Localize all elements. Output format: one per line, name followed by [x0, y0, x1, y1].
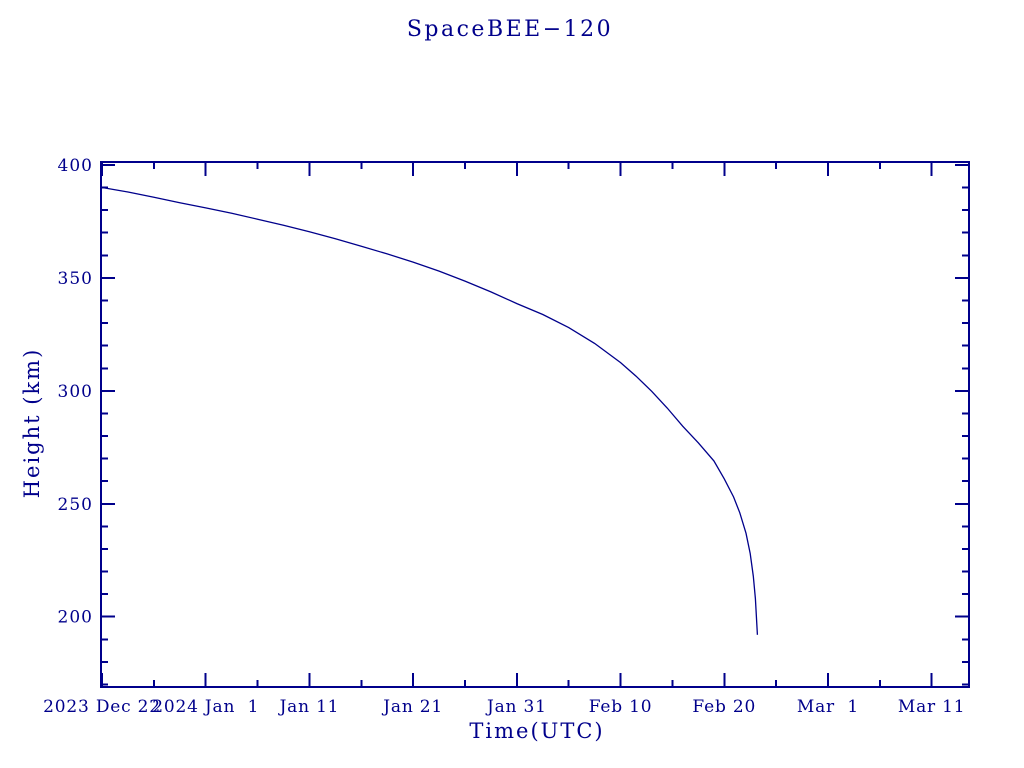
- x-tick-label: Mar 1: [797, 697, 859, 717]
- y-tick-label: 300: [58, 382, 93, 402]
- x-tick-label: Jan 31: [485, 697, 547, 717]
- x-tick-label: Jan 11: [278, 697, 340, 717]
- y-tick-label: 200: [58, 608, 93, 628]
- x-tick-label: 2023 Dec 22: [43, 697, 161, 717]
- y-tick-label: 250: [58, 495, 93, 515]
- x-tick-label: Feb 10: [589, 697, 653, 717]
- x-axis-title: Time(UTC): [469, 719, 605, 743]
- x-tick-label: 2024 Jan 1: [152, 697, 259, 717]
- x-tick-label: Feb 20: [692, 697, 756, 717]
- plot-frame: [100, 161, 970, 688]
- chart-title: SpaceBEE−120: [406, 17, 614, 42]
- decay-curve: [101, 186, 759, 635]
- x-tick-label: Jan 21: [381, 697, 443, 717]
- x-tick-label: Mar 11: [898, 697, 966, 717]
- y-tick-label: 350: [58, 269, 93, 289]
- y-tick-label: 400: [58, 156, 93, 176]
